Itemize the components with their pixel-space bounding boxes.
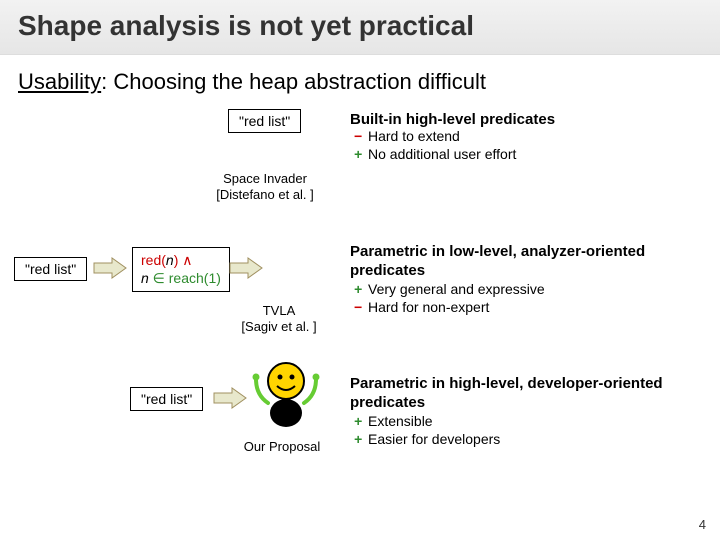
arrow-icon: [226, 253, 266, 283]
bullet-item: +No additional user effort: [354, 146, 700, 164]
tvla-label: TVLA [Sagiv et al. ]: [224, 303, 334, 336]
section-param-low: Parametric in low-level, analyzer-orient…: [350, 243, 700, 317]
our-proposal-label: Our Proposal: [232, 439, 332, 455]
space-invader-label: Space Invader [Distefano et al. ]: [200, 171, 330, 204]
section-param-high: Parametric in high-level, developer-orie…: [350, 375, 700, 449]
red-list-box-bottom: "red list": [130, 387, 203, 411]
section-head: Built-in high-level predicates: [350, 111, 700, 128]
arrow-icon: [90, 253, 130, 283]
bullet-item: +Extensible: [354, 413, 700, 431]
page-number: 4: [699, 517, 706, 532]
red-list-label-top: "red list": [239, 113, 290, 129]
slide-subtitle: Usability: Choosing the heap abstraction…: [18, 69, 720, 95]
smiley-icon: [250, 355, 322, 433]
slide-title: Shape analysis is not yet practical: [18, 10, 702, 42]
bullet-item: +Easier for developers: [354, 431, 700, 449]
arrow-icon: [210, 383, 250, 413]
section-head: Parametric in low-level, analyzer-orient…: [350, 243, 700, 281]
subtitle-underline: Usability: [18, 69, 101, 94]
formula-line-2: n ∈ reach(1): [141, 270, 221, 288]
bullet-item: +Very general and expressive: [354, 281, 700, 299]
red-list-label-left: "red list": [25, 261, 76, 277]
subtitle-rest: : Choosing the heap abstraction difficul…: [101, 69, 486, 94]
section-head: Parametric in high-level, developer-orie…: [350, 375, 700, 413]
bullet-item: −Hard for non-expert: [354, 299, 700, 317]
formula-box: red(n) ∧ n ∈ reach(1): [132, 247, 230, 292]
red-list-box-top: "red list": [228, 109, 301, 133]
formula-line-1: red(n) ∧: [141, 252, 221, 270]
red-list-label-bottom: "red list": [141, 391, 192, 407]
red-list-box-left: "red list": [14, 257, 87, 281]
bullet-item: −Hard to extend: [354, 128, 700, 146]
content-area: "red list" Space Invader [Distefano et a…: [0, 103, 720, 523]
section-builtin: Built-in high-level predicates −Hard to …: [350, 111, 700, 164]
